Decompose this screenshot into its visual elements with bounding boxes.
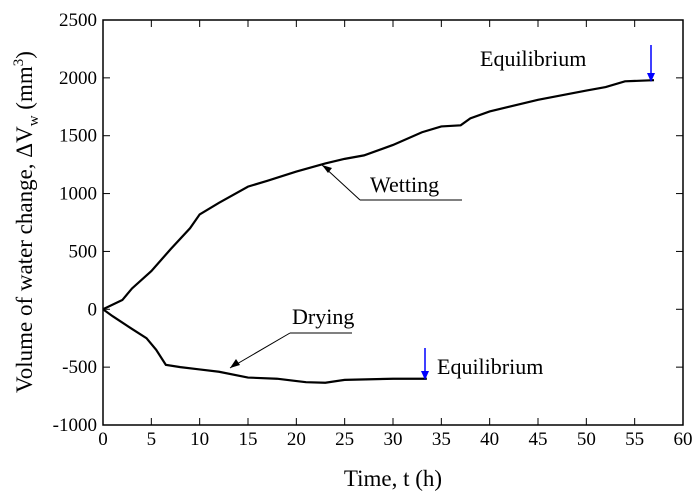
x-tick-label: 45	[529, 429, 548, 450]
y-tick-label: 1000	[59, 184, 97, 205]
y-tick-label: 1500	[59, 126, 97, 147]
equilibrium-arrowhead	[647, 73, 655, 82]
x-tick-label: 5	[147, 429, 157, 450]
y-axis-title-unit: (mm	[12, 66, 37, 115]
series-label: Wetting	[370, 172, 439, 197]
x-axis-title: Time, t (h)	[344, 466, 442, 491]
x-tick-label: 55	[625, 429, 644, 450]
y-axis-title-sub: w	[26, 115, 42, 126]
leader-arrowhead	[230, 359, 240, 368]
y-tick-label: 0	[88, 299, 98, 320]
y-axis-title: Volume of water change, ΔVw (mm3)	[11, 51, 42, 393]
y-tick-label: -1000	[53, 415, 97, 436]
x-tick-label: 20	[287, 429, 306, 450]
y-tick-label: 2500	[59, 10, 97, 31]
x-tick-label: 40	[480, 429, 499, 450]
x-tick-label: 25	[335, 429, 354, 450]
y-axis-title-end: )	[12, 51, 37, 59]
leader-arrowhead	[322, 165, 332, 173]
y-tick-label: 500	[69, 241, 98, 262]
x-tick-label: 50	[577, 429, 596, 450]
y-axis-title-text: Volume of water change, ΔV	[12, 126, 37, 393]
y-axis-title-sup: 3	[11, 59, 27, 67]
y-tick-label: -500	[62, 357, 97, 378]
plot-frame	[102, 19, 684, 426]
x-tick-label: 30	[384, 429, 403, 450]
x-tick-label: 35	[432, 429, 451, 450]
y-tick-label: 2000	[59, 68, 97, 89]
x-tick-label: 60	[674, 429, 693, 450]
x-tick-label: 15	[239, 429, 258, 450]
series-label: Drying	[292, 304, 354, 329]
leader-line	[229, 332, 291, 369]
data-line	[102, 308, 427, 384]
data-line	[102, 79, 655, 311]
equilibrium-arrowhead	[421, 371, 429, 380]
x-tick-label: 0	[98, 429, 108, 450]
annotation: Equilibrium	[480, 46, 586, 71]
x-tick-label: 10	[190, 429, 209, 450]
annotation: Equilibrium	[437, 354, 543, 379]
